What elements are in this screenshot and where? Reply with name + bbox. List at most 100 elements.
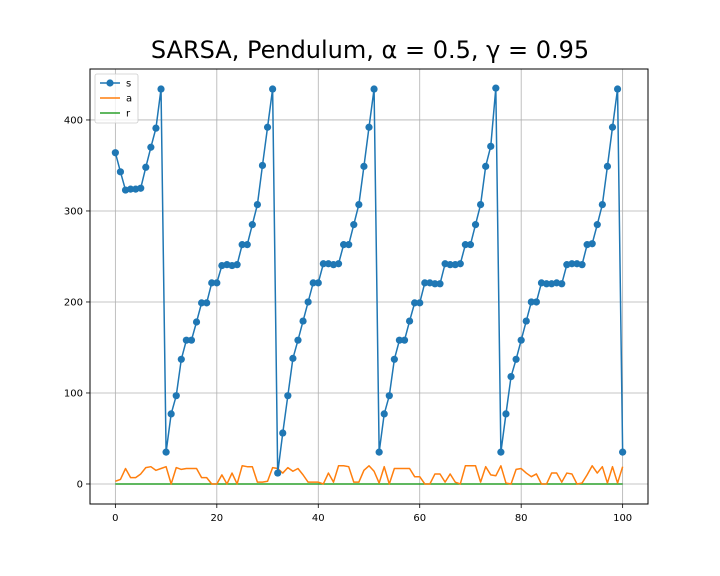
x-axis-ticks: 0 20 40 60 80 100 bbox=[112, 504, 632, 524]
data-point-s bbox=[116, 168, 125, 176]
plot-area-frame bbox=[89, 68, 649, 505]
data-point-s bbox=[477, 201, 485, 209]
data-point-s bbox=[370, 85, 378, 93]
data-point-s bbox=[142, 163, 150, 171]
data-point-s bbox=[578, 261, 586, 269]
data-point-s bbox=[492, 84, 500, 92]
data-point-s bbox=[126, 185, 135, 193]
data-point-s bbox=[588, 240, 596, 248]
data-point-s bbox=[527, 298, 535, 306]
data-point-s bbox=[253, 201, 261, 209]
data-point-s bbox=[522, 317, 530, 325]
data-point-s bbox=[167, 410, 175, 418]
data-point-s bbox=[304, 298, 312, 306]
y-tick-label: 200 bbox=[64, 297, 83, 308]
data-point-s bbox=[350, 221, 358, 229]
data-point-s bbox=[507, 372, 515, 381]
data-point-s bbox=[517, 336, 525, 344]
data-point-s bbox=[213, 279, 221, 287]
data-point-s bbox=[248, 221, 256, 229]
data-point-s bbox=[137, 184, 145, 192]
legend-marker-s bbox=[106, 79, 114, 87]
data-point-s bbox=[345, 241, 353, 249]
data-point-s bbox=[603, 162, 612, 170]
data-point-s bbox=[152, 124, 160, 132]
grid-lines bbox=[90, 69, 648, 504]
data-point-s bbox=[340, 241, 348, 249]
y-axis-ticks: 0 100 200 300 400 bbox=[64, 115, 90, 490]
data-point-s bbox=[208, 279, 216, 287]
y-tick-label: 0 bbox=[77, 479, 83, 490]
x-tick-label: 20 bbox=[210, 513, 223, 524]
data-point-s bbox=[456, 260, 464, 268]
data-point-s bbox=[411, 299, 419, 307]
data-point-s bbox=[385, 392, 393, 400]
data-point-s bbox=[233, 261, 241, 269]
x-tick-label: 80 bbox=[515, 513, 528, 524]
data-point-s bbox=[319, 260, 327, 268]
x-tick-label: 100 bbox=[613, 513, 632, 524]
data-point-s bbox=[355, 201, 363, 209]
x-tick-label: 40 bbox=[312, 513, 325, 524]
data-point-s bbox=[532, 298, 541, 306]
data-point-s bbox=[482, 162, 490, 170]
legend: sar bbox=[94, 73, 139, 124]
data-point-s bbox=[365, 123, 373, 131]
data-point-s bbox=[497, 448, 505, 456]
data-point-s bbox=[263, 123, 272, 131]
data-point-s bbox=[309, 279, 317, 287]
data-point-s bbox=[416, 299, 424, 307]
y-tick-label: 100 bbox=[64, 388, 83, 399]
data-point-s bbox=[192, 318, 201, 326]
data-point-s bbox=[466, 241, 475, 249]
data-point-s bbox=[274, 469, 282, 477]
series-layer bbox=[111, 84, 627, 485]
y-tick-label: 300 bbox=[64, 206, 83, 217]
data-point-s bbox=[598, 201, 606, 209]
data-point-s bbox=[405, 317, 414, 325]
data-point-s bbox=[360, 162, 368, 170]
data-point-s bbox=[380, 410, 388, 418]
data-point-s bbox=[558, 280, 566, 288]
data-point-s bbox=[299, 317, 307, 325]
data-point-s bbox=[619, 448, 627, 456]
data-point-s bbox=[269, 85, 277, 93]
data-point-s bbox=[421, 279, 429, 287]
data-point-s bbox=[284, 392, 292, 400]
data-point-s bbox=[461, 241, 469, 249]
data-point-s bbox=[542, 280, 551, 288]
data-point-s bbox=[568, 260, 576, 268]
data-point-s bbox=[593, 221, 601, 229]
data-point-s bbox=[314, 279, 322, 287]
data-point-s bbox=[502, 410, 510, 418]
legend-label-a: a bbox=[126, 94, 132, 105]
data-point-s bbox=[258, 161, 267, 170]
data-point-s bbox=[187, 336, 196, 344]
data-point-s bbox=[177, 355, 185, 363]
data-point-s bbox=[182, 336, 190, 344]
data-point-s bbox=[613, 85, 622, 93]
data-point-s bbox=[400, 336, 409, 344]
data-point-s bbox=[238, 241, 246, 249]
legend-label-s: s bbox=[126, 79, 131, 90]
data-point-s bbox=[334, 260, 343, 268]
data-point-s bbox=[157, 85, 165, 93]
data-point-s bbox=[279, 429, 287, 437]
legend-label-r: r bbox=[126, 109, 131, 120]
data-point-s bbox=[111, 149, 119, 157]
y-tick-label: 400 bbox=[64, 115, 83, 126]
data-point-s bbox=[172, 392, 180, 400]
data-point-s bbox=[147, 143, 155, 151]
data-point-s bbox=[431, 280, 439, 288]
data-point-s bbox=[395, 336, 404, 344]
data-point-s bbox=[294, 336, 302, 344]
data-point-s bbox=[243, 241, 251, 249]
data-point-s bbox=[471, 221, 480, 229]
data-point-s bbox=[512, 355, 520, 363]
series-line-a bbox=[115, 465, 624, 485]
data-point-s bbox=[203, 299, 211, 307]
x-tick-label: 60 bbox=[413, 513, 426, 524]
data-point-s bbox=[162, 448, 170, 456]
data-point-s bbox=[289, 354, 297, 362]
